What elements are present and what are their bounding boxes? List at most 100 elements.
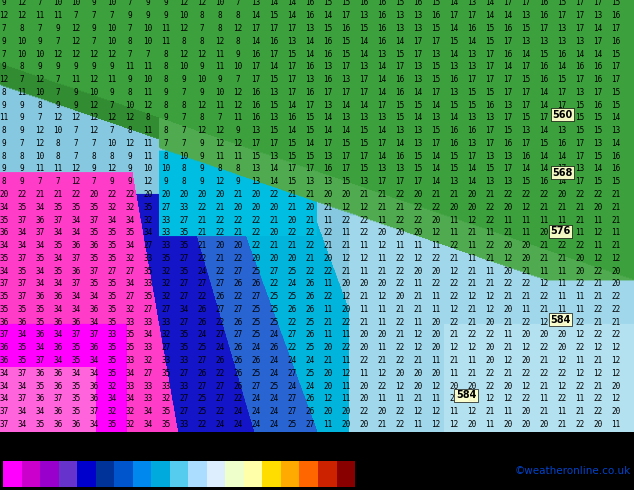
Text: 20: 20 xyxy=(359,420,368,429)
Text: 9: 9 xyxy=(200,165,204,173)
Text: 35: 35 xyxy=(53,267,63,275)
Text: 16: 16 xyxy=(611,152,621,161)
Text: 21: 21 xyxy=(53,190,63,199)
Text: 20: 20 xyxy=(576,267,585,275)
Text: 25: 25 xyxy=(287,292,297,301)
Text: 22: 22 xyxy=(576,279,585,288)
Text: 12: 12 xyxy=(611,356,621,365)
Text: 34: 34 xyxy=(36,407,44,416)
Text: 14: 14 xyxy=(593,165,603,173)
Text: 7: 7 xyxy=(20,75,24,84)
Text: 22: 22 xyxy=(359,228,368,237)
Text: 7: 7 xyxy=(74,152,79,161)
Text: 15: 15 xyxy=(359,165,368,173)
Text: 34: 34 xyxy=(0,382,9,391)
Text: 17: 17 xyxy=(593,37,603,46)
Text: 16: 16 xyxy=(323,49,333,58)
Text: 12: 12 xyxy=(557,356,567,365)
Text: 16: 16 xyxy=(503,24,513,33)
Text: 12: 12 xyxy=(341,254,351,263)
Text: 22: 22 xyxy=(540,369,548,378)
Text: 14: 14 xyxy=(486,11,495,20)
Text: 17: 17 xyxy=(503,75,513,84)
Text: 10: 10 xyxy=(162,165,171,173)
Text: 32: 32 xyxy=(126,420,134,429)
Text: 10: 10 xyxy=(216,88,224,97)
Text: 16: 16 xyxy=(306,11,314,20)
Text: 9: 9 xyxy=(110,88,114,97)
Text: 15: 15 xyxy=(450,37,458,46)
Text: 11: 11 xyxy=(413,279,423,288)
Text: 12: 12 xyxy=(107,165,117,173)
Text: 12: 12 xyxy=(521,203,531,212)
Text: 7: 7 xyxy=(37,177,42,186)
Text: 34: 34 xyxy=(143,407,153,416)
Text: 11: 11 xyxy=(143,88,153,97)
Text: 7: 7 xyxy=(182,126,186,135)
Text: 13: 13 xyxy=(359,113,368,122)
Text: 7: 7 xyxy=(56,75,60,84)
Text: 33: 33 xyxy=(179,356,189,365)
Text: 12: 12 xyxy=(197,49,207,58)
Text: 584: 584 xyxy=(550,315,571,325)
Text: 20: 20 xyxy=(413,382,423,391)
Text: 14: 14 xyxy=(557,62,567,71)
Text: 21: 21 xyxy=(611,190,621,199)
Text: 34: 34 xyxy=(89,356,99,365)
Text: 12: 12 xyxy=(611,394,621,403)
Text: 21: 21 xyxy=(521,292,531,301)
Text: 12: 12 xyxy=(179,49,189,58)
Text: 11: 11 xyxy=(576,394,585,403)
Text: 14: 14 xyxy=(323,126,333,135)
Text: 14: 14 xyxy=(269,0,278,7)
Text: 21: 21 xyxy=(503,369,513,378)
Text: 21: 21 xyxy=(341,241,351,250)
Text: 16: 16 xyxy=(377,11,387,20)
Text: 20: 20 xyxy=(540,228,548,237)
Text: 20: 20 xyxy=(89,190,99,199)
Text: 27: 27 xyxy=(269,267,278,275)
Text: 14: 14 xyxy=(540,126,548,135)
Text: 21: 21 xyxy=(611,216,621,224)
Text: 20: 20 xyxy=(413,190,423,199)
Text: 34: 34 xyxy=(53,279,63,288)
Text: 20: 20 xyxy=(450,203,458,212)
Text: 35: 35 xyxy=(162,369,171,378)
Text: 8: 8 xyxy=(182,177,186,186)
Text: 11: 11 xyxy=(431,356,441,365)
Text: 16: 16 xyxy=(377,24,387,33)
Text: 11: 11 xyxy=(359,369,368,378)
Text: 21: 21 xyxy=(540,254,548,263)
Text: 17: 17 xyxy=(431,139,441,148)
Text: 9: 9 xyxy=(2,62,6,71)
Text: 11: 11 xyxy=(162,37,171,46)
Text: 35: 35 xyxy=(72,407,81,416)
Text: 34: 34 xyxy=(17,241,27,250)
Text: 22: 22 xyxy=(593,305,603,314)
Text: 14: 14 xyxy=(450,49,458,58)
Text: 14: 14 xyxy=(341,126,351,135)
Text: 22: 22 xyxy=(611,305,621,314)
Text: 22: 22 xyxy=(486,216,495,224)
Text: 20: 20 xyxy=(377,330,387,340)
Text: 14: 14 xyxy=(396,37,404,46)
Text: 13: 13 xyxy=(503,100,513,110)
Text: 11: 11 xyxy=(503,407,513,416)
Text: 560: 560 xyxy=(552,110,573,120)
Text: 13: 13 xyxy=(413,139,423,148)
Text: 17: 17 xyxy=(269,139,278,148)
Text: 22: 22 xyxy=(396,343,404,352)
Text: 34: 34 xyxy=(36,267,44,275)
Text: 26: 26 xyxy=(306,305,314,314)
Text: 9: 9 xyxy=(20,165,24,173)
Text: 10: 10 xyxy=(179,152,189,161)
Text: 37: 37 xyxy=(72,254,81,263)
Text: 22: 22 xyxy=(593,190,603,199)
Text: 14: 14 xyxy=(431,165,441,173)
Text: 27: 27 xyxy=(107,267,117,275)
Text: 14: 14 xyxy=(251,11,261,20)
Text: 584: 584 xyxy=(456,391,476,400)
Text: 27: 27 xyxy=(179,279,189,288)
Text: 36: 36 xyxy=(53,407,63,416)
Text: 15: 15 xyxy=(450,165,458,173)
